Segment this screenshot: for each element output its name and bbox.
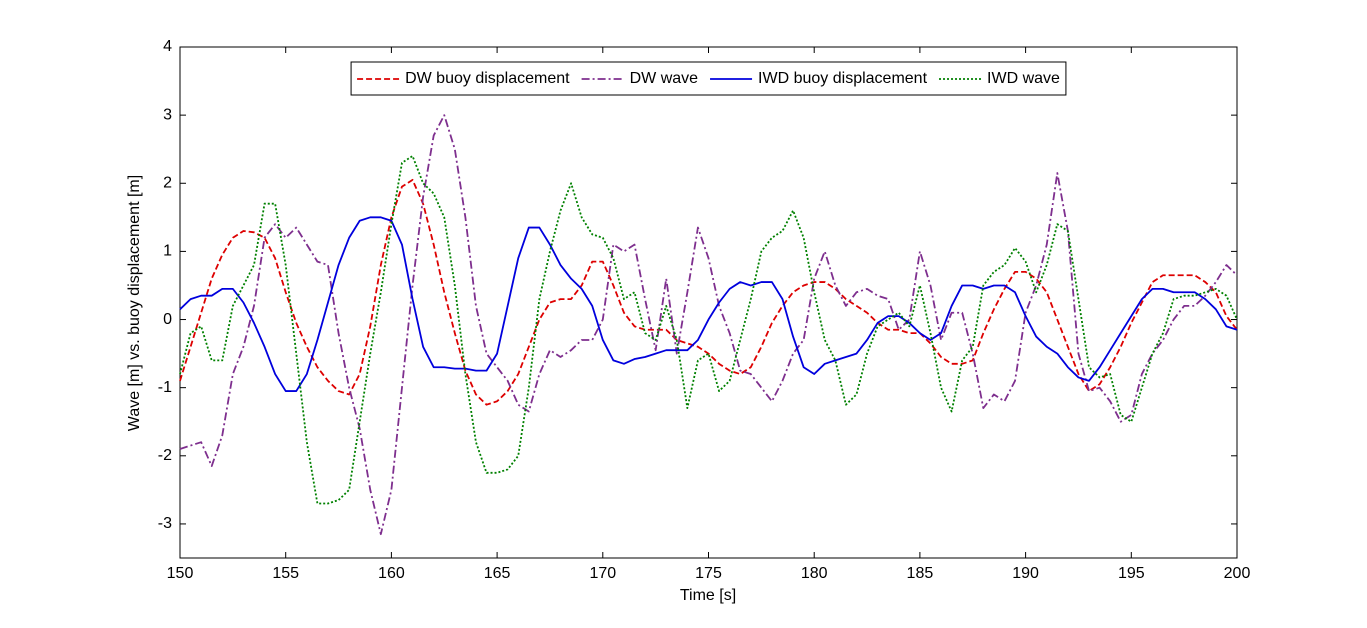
series-line	[179, 178, 1238, 406]
x-axis-label: Time [s]	[680, 587, 736, 604]
x-tick-label: 180	[801, 565, 828, 582]
series-line	[179, 114, 1238, 536]
y-tick-label: 3	[163, 106, 172, 123]
x-tick-label: 160	[378, 565, 405, 582]
x-tick-label: 155	[272, 565, 299, 582]
y-tick-label: 2	[163, 174, 172, 191]
y-tick-label: -1	[158, 379, 172, 396]
legend-label: DW wave	[630, 70, 699, 87]
y-axis-label: Wave [m] vs. buoy displacement [m]	[126, 175, 143, 431]
x-tick-label: 150	[167, 565, 194, 582]
x-tick-label: 175	[695, 565, 722, 582]
y-tick-label: -3	[158, 515, 172, 532]
y-tick-label: 0	[163, 311, 172, 328]
legend-box	[350, 61, 1067, 96]
x-tick-label: 195	[1118, 565, 1145, 582]
x-tick-label: 190	[1012, 565, 1039, 582]
legend: DW buoy displacement DW wave IWD buoy disp…	[350, 61, 1067, 96]
plot-frame	[179, 46, 1238, 559]
legend-label: IWD buoy displacement	[758, 70, 928, 87]
series-line	[179, 216, 1238, 392]
legend-label: IWD wave	[987, 70, 1060, 87]
x-tick-label: 200	[1224, 565, 1251, 582]
x-tick-label: 185	[907, 565, 934, 582]
x-tick-label: 170	[589, 565, 616, 582]
legend-label: DW buoy displacement	[405, 70, 570, 87]
series-line	[179, 155, 1238, 505]
x-tick-label: 165	[484, 565, 511, 582]
y-tick-label: 1	[163, 243, 172, 260]
y-tick-label: -2	[158, 447, 172, 464]
y-tick-label: 4	[163, 38, 172, 55]
